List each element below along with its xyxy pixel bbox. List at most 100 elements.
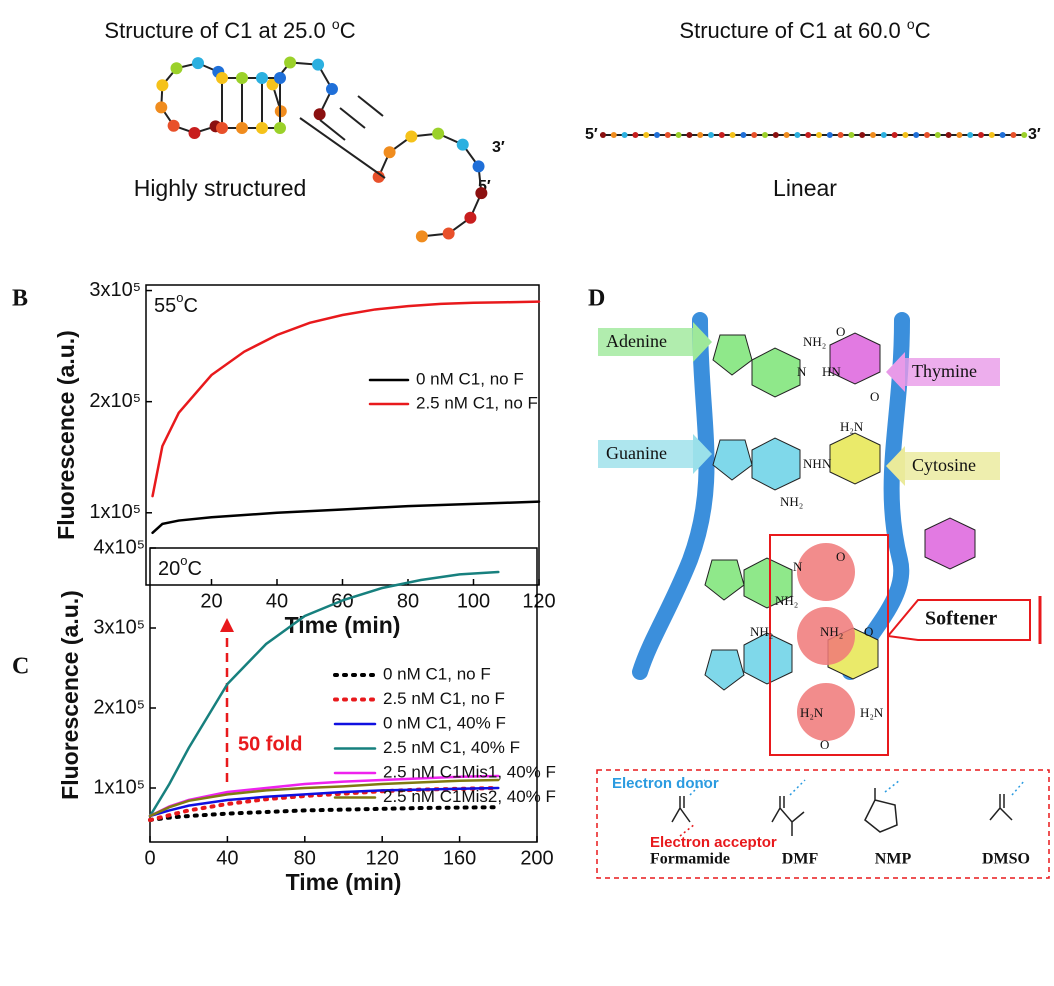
- condition-value: 20: [158, 558, 180, 580]
- legend-label: 2.5 nM C1Mis1, 40% F: [383, 762, 556, 781]
- atom: O: [870, 389, 879, 404]
- x-tick-label: 120: [522, 590, 555, 612]
- nucleotide: [902, 132, 908, 138]
- base-ring: [752, 348, 800, 397]
- panel-letter: B: [12, 286, 28, 312]
- base-ring: [713, 335, 752, 375]
- atom: NH₂: [775, 593, 798, 608]
- nucleotide: [956, 132, 962, 138]
- nucleotide: [989, 132, 995, 138]
- legend-label: 2.5 nM C1Mis2, 40% F: [383, 787, 556, 806]
- solvent-name: DMSO: [982, 851, 1030, 868]
- nucleotide: [719, 132, 725, 138]
- atom: NH: [803, 456, 822, 471]
- nucleotide: [1010, 132, 1016, 138]
- atom: NH₂: [780, 494, 803, 509]
- panel-letter: D: [588, 286, 605, 312]
- nucleotide: [708, 132, 714, 138]
- nucleotide: [256, 122, 268, 134]
- nucleotide: [168, 120, 180, 132]
- atom: NH₂: [750, 624, 773, 639]
- nucleotide: [978, 132, 984, 138]
- nucleotide: [236, 72, 248, 84]
- base-pair: [340, 108, 365, 128]
- strand-end: 5′: [585, 126, 598, 143]
- nucleotide: [216, 72, 228, 84]
- atom: O: [836, 549, 845, 564]
- condition-value: 55: [154, 295, 176, 317]
- atom: NH₂: [803, 334, 826, 349]
- legend-label: 2.5 nM C1, 40% F: [383, 738, 520, 757]
- condition-label: 20oC: [158, 553, 202, 580]
- solvent-name: NMP: [875, 851, 912, 868]
- x-tick-label: 0: [144, 847, 155, 869]
- base-name: Adenine: [606, 331, 667, 351]
- x-axis-title: Time (min): [286, 869, 402, 895]
- atom: N: [793, 559, 803, 574]
- nucleotide: [473, 160, 485, 172]
- atom: NH₂: [820, 624, 843, 639]
- legend-label: 0 nM C1, no F: [416, 369, 524, 388]
- legend-label: 0 nM C1, 40% F: [383, 713, 506, 732]
- nucleotide: [773, 132, 779, 138]
- nucleotide: [665, 132, 671, 138]
- x-tick-label: 120: [366, 847, 399, 869]
- nucleotide: [457, 139, 469, 151]
- panel-d: Adenine Thymine Guanine Cytosine Softene…: [597, 320, 1049, 878]
- nucleotide: [967, 132, 973, 138]
- panel-a-left-title: Structure of C1 at 25.0 oC: [104, 16, 355, 43]
- strand-end: 3′: [492, 139, 505, 156]
- x-tick-label: 100: [457, 590, 490, 612]
- x-tick-label: 40: [266, 590, 288, 612]
- legend-label: 2.5 nM C1, no F: [416, 393, 538, 412]
- nucleotide: [827, 132, 833, 138]
- nucleotide: [274, 122, 286, 134]
- nucleotide: [171, 62, 183, 74]
- nucleotide: [859, 132, 865, 138]
- caption: Linear: [773, 175, 837, 201]
- plot-frame: [146, 285, 539, 585]
- condition-sup: o: [180, 553, 187, 568]
- nucleotide: [632, 132, 638, 138]
- atom: H₂N: [800, 705, 824, 720]
- solvent-structures: [672, 788, 1012, 836]
- nucleotide: [676, 132, 682, 138]
- base-pair: [358, 96, 383, 116]
- nucleotide: [870, 132, 876, 138]
- series-line: [153, 502, 539, 533]
- x-tick-label: 200: [520, 847, 553, 869]
- solvent-name: Formamide: [650, 851, 730, 868]
- nucleotide: [794, 132, 800, 138]
- charts: 1x10⁵2x10⁵3x10⁵20406080100120Time (min)F…: [53, 279, 556, 895]
- base-name: Cytosine: [912, 455, 976, 475]
- base-ring: [925, 518, 975, 569]
- title-unit: C: [340, 18, 356, 43]
- nucleotide: [405, 130, 417, 142]
- nucleotide: [762, 132, 768, 138]
- nucleotide: [156, 79, 168, 91]
- nucleotide: [274, 72, 286, 84]
- atom: N: [797, 364, 807, 379]
- nucleotide: [913, 132, 919, 138]
- nucleotide: [881, 132, 887, 138]
- nucleotide: [475, 187, 487, 199]
- condition-label: 55oC: [154, 290, 198, 317]
- title-unit: C: [915, 18, 931, 43]
- nucleotide: [464, 212, 476, 224]
- nucleotide: [326, 83, 338, 95]
- nucleotide: [740, 132, 746, 138]
- figure: Structure of C1 at 25.0 oC Structure of …: [0, 0, 1054, 986]
- donor-arrows: [690, 780, 1025, 795]
- atom: H₂N: [840, 419, 864, 434]
- nucleotide: [1000, 132, 1006, 138]
- base-ring: [830, 433, 880, 484]
- nucleotide: [192, 57, 204, 69]
- nucleotide: [935, 132, 941, 138]
- panel-a-right-title: Structure of C1 at 60.0 oC: [679, 16, 930, 43]
- x-tick-label: 80: [294, 847, 316, 869]
- nucleotide: [600, 132, 606, 138]
- title-sup: o: [907, 16, 915, 32]
- title-sup: o: [332, 16, 340, 32]
- y-tick-label: 2x10⁵: [89, 390, 141, 412]
- base-ring: [713, 440, 752, 480]
